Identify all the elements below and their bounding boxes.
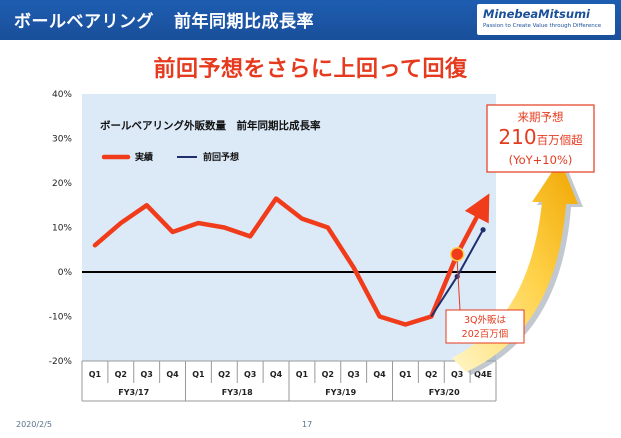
y-tick-label: 20%	[52, 179, 72, 189]
forecast-callout-number: 210	[498, 125, 536, 149]
y-tick-label: -10%	[49, 313, 73, 323]
x-tick-label: Q1	[89, 370, 102, 379]
callout-3q-leader	[456, 261, 461, 311]
forecast-callout-value: 210百万個超	[498, 125, 583, 149]
series-line-actual	[92, 196, 460, 327]
y-tick-label: 0%	[58, 268, 73, 278]
x-tick-label: Q3	[244, 370, 256, 379]
company-logo: MinebeaMitsumi Passion to Create Value t…	[477, 4, 615, 35]
x-tick-label: Q2	[115, 370, 127, 379]
forecast-callout-box	[486, 104, 595, 173]
x-tick-label: Q1	[399, 370, 412, 379]
legend-label-forecast: 前回予想	[203, 151, 239, 163]
forecast-point	[454, 273, 460, 280]
growth-arrow	[452, 160, 578, 372]
x-tick-label: Q1	[296, 370, 309, 379]
x-tick-label: Q4E	[474, 370, 492, 379]
page-number: 17	[302, 420, 313, 429]
y-tick-label: 40%	[52, 90, 72, 100]
callout-3q-line1: 3Q外販は	[464, 314, 507, 326]
x-tick-label: Q3	[348, 370, 360, 379]
forecast-callout-yoy: (YoY+10%)	[509, 153, 573, 167]
logo-name: MinebeaMitsumi	[483, 7, 591, 21]
forecast-callout-unit: 百万個超	[537, 133, 583, 147]
x-tick-label: Q1	[192, 370, 205, 379]
highlight-point-3q	[449, 246, 465, 262]
header-subtitle: 前年同期比成長率	[174, 12, 314, 32]
x-group-label: FY3/17	[118, 388, 149, 397]
series-arrow-actual	[454, 193, 490, 257]
footer-date: 2020/2/5	[16, 420, 52, 429]
x-tick-label: Q3	[141, 370, 153, 379]
chart-title: ボールベアリング外販数量 前年同期比成長率	[100, 119, 321, 132]
header-title: ボールベアリング 前年同期比成長率	[14, 7, 314, 32]
header-bar: ボールベアリング 前年同期比成長率 MinebeaMitsumi Passion …	[0, 0, 621, 40]
forecast-point	[480, 227, 486, 233]
x-tick-label: Q4	[270, 370, 283, 379]
x-tick-label: Q2	[322, 370, 334, 379]
x-tick-label: Q4	[373, 370, 386, 379]
y-tick-label: 10%	[52, 224, 72, 234]
legend-label-actual: 実績	[135, 151, 153, 163]
callout-3q-box	[445, 309, 525, 344]
y-tick-label: -20%	[49, 357, 73, 367]
x-tick-label: Q3	[451, 370, 463, 379]
headline: 前回予想をさらに上回って回復	[153, 57, 468, 82]
x-tick-label: Q4	[166, 370, 179, 379]
x-tick-label: Q2	[218, 370, 230, 379]
y-tick-label: 30%	[52, 135, 72, 145]
forecast-callout-title: 来期予想	[518, 110, 564, 124]
x-tick-label: Q2	[425, 370, 437, 379]
callout-3q-line2: 202百万個	[462, 328, 509, 340]
plot-area	[82, 94, 496, 361]
x-group-label: FY3/20	[429, 388, 460, 397]
x-group-label: FY3/18	[222, 388, 253, 397]
header-title-main: ボールベアリング	[14, 12, 154, 32]
x-group-label: FY3/19	[325, 388, 356, 397]
logo-tagline: Passion to Create Value through Differen…	[483, 23, 602, 29]
